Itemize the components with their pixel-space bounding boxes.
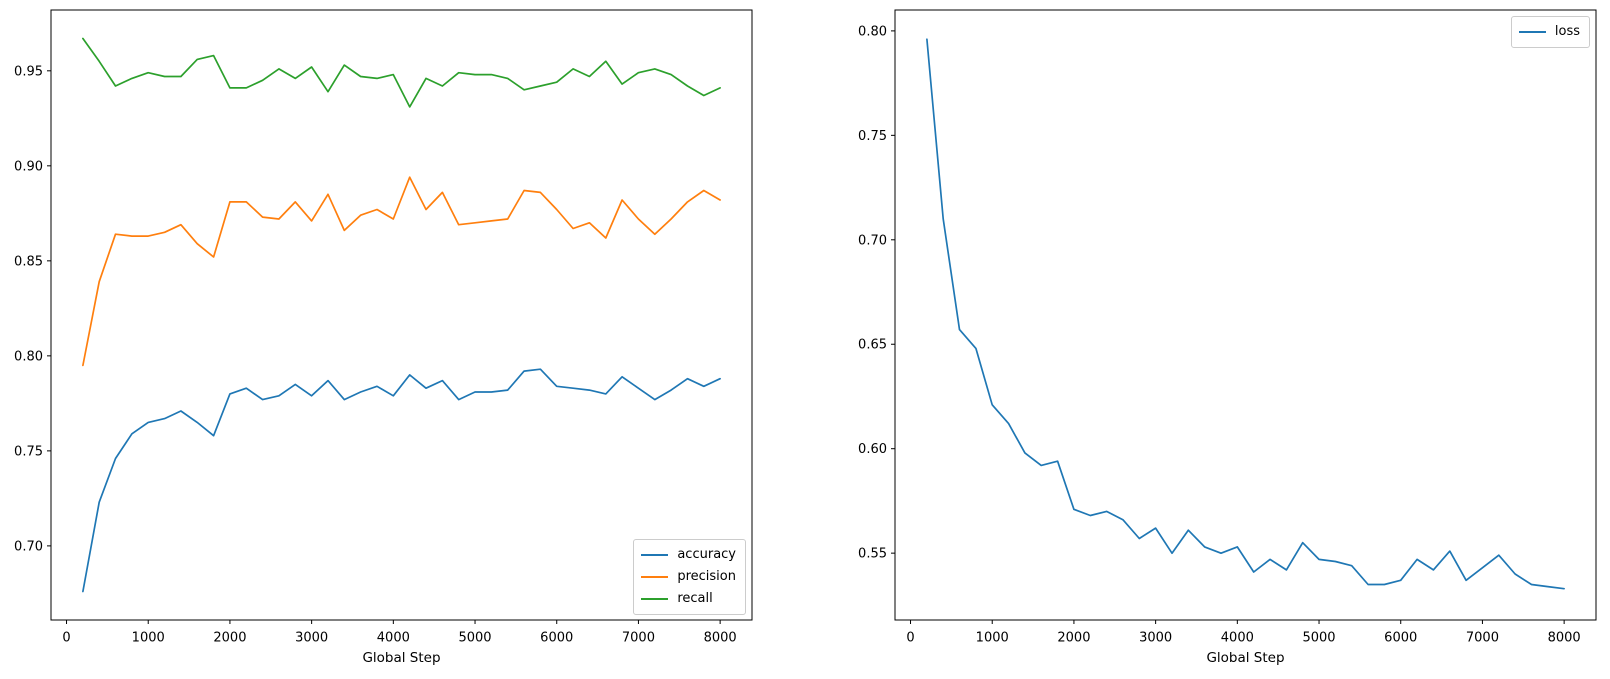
- series-line-recall: [82, 37, 721, 108]
- x-tick-label: 6000: [1384, 631, 1417, 646]
- legend-entry-precision: precision: [641, 567, 736, 587]
- y-tick-label: 0.95: [14, 64, 43, 79]
- x-tick-label: 8000: [1548, 631, 1581, 646]
- x-tick-label: 3000: [1139, 631, 1172, 646]
- x-tick-label: 7000: [622, 631, 655, 646]
- legend-label-loss: loss: [1554, 24, 1580, 39]
- legend-metrics: accuracy precision recall: [633, 539, 746, 615]
- legend-entry-recall: recall: [641, 589, 736, 609]
- y-tick-label: 0.75: [14, 444, 43, 459]
- series-line-precision: [82, 176, 721, 367]
- x-tick-label: 4000: [1221, 631, 1254, 646]
- y-tick-label: 0.65: [858, 338, 887, 353]
- axes-frame-0: [50, 9, 753, 621]
- y-tick-label: 0.80: [14, 349, 43, 364]
- x-tick-label: 1000: [132, 631, 165, 646]
- x-tick-label: 2000: [1057, 631, 1090, 646]
- x-tick-label: 3000: [295, 631, 328, 646]
- loss-line-swatch: [1518, 31, 1546, 33]
- legend-entry-accuracy: accuracy: [641, 545, 736, 565]
- series-line-loss: [926, 38, 1565, 590]
- accuracy-line-swatch: [641, 554, 669, 556]
- x-tick-label: 5000: [1302, 631, 1335, 646]
- x-tick-label: 1000: [976, 631, 1009, 646]
- legend-entry-loss: loss: [1518, 22, 1580, 42]
- x-tick-label: 6000: [540, 631, 573, 646]
- y-tick-label: 0.85: [14, 254, 43, 269]
- x-tick-label: 2000: [213, 631, 246, 646]
- legend-label-accuracy: accuracy: [677, 547, 736, 562]
- x-tick-label: 5000: [458, 631, 491, 646]
- y-tick-label: 0.75: [858, 129, 887, 144]
- recall-line-swatch: [641, 598, 669, 600]
- precision-line-swatch: [641, 576, 669, 578]
- series-line-accuracy: [82, 368, 721, 593]
- y-tick-label: 0.90: [14, 159, 43, 174]
- y-tick-label: 0.70: [14, 539, 43, 554]
- x-tick-label: 0: [62, 631, 70, 646]
- axes-frame-1: [894, 9, 1597, 621]
- y-tick-label: 0.70: [858, 233, 887, 248]
- x-tick-label: 4000: [377, 631, 410, 646]
- y-tick-label: 0.60: [858, 442, 887, 457]
- y-tick-label: 0.55: [858, 547, 887, 562]
- legend-loss: loss: [1510, 16, 1590, 48]
- x-tick-label: 7000: [1466, 631, 1499, 646]
- x-axis-label: Global Step: [1206, 650, 1284, 666]
- legend-label-precision: precision: [677, 569, 736, 584]
- x-axis-label: Global Step: [362, 650, 440, 666]
- x-tick-label: 0: [906, 631, 914, 646]
- y-tick-label: 0.80: [858, 24, 887, 39]
- x-tick-label: 8000: [704, 631, 737, 646]
- legend-label-recall: recall: [677, 591, 713, 606]
